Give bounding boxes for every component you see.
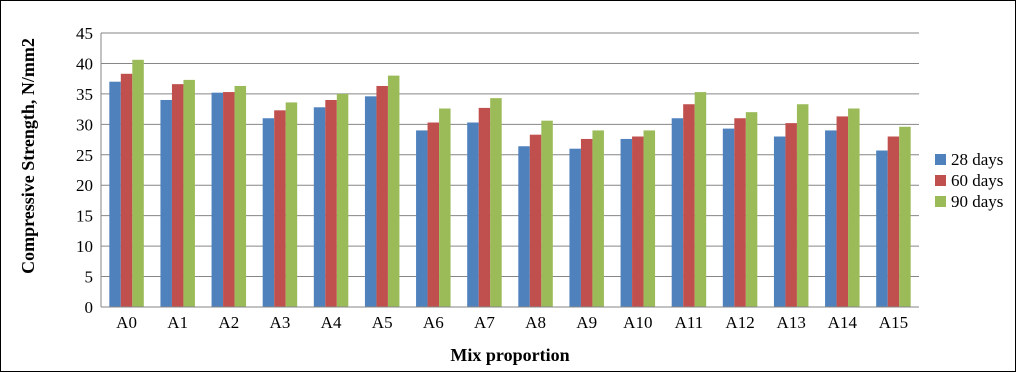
bar — [887, 136, 900, 307]
bar — [171, 84, 184, 307]
y-tick-label: 0 — [85, 298, 94, 317]
y-tick-labels: 0 5 10 15 20 25 30 35 40 45 — [76, 24, 93, 317]
bar — [785, 123, 797, 307]
bar — [694, 92, 707, 307]
y-tick-label: 35 — [76, 85, 93, 104]
bar — [836, 116, 849, 307]
bar — [223, 92, 235, 307]
bar — [313, 107, 326, 307]
x-tick-label: A4 — [321, 313, 342, 332]
y-tick-label: 10 — [76, 237, 93, 256]
x-tick-label: A2 — [218, 313, 239, 332]
bar — [541, 120, 553, 308]
bar — [376, 85, 388, 308]
bar — [325, 99, 337, 307]
legend-label: 28 days — [951, 150, 1003, 169]
x-tick-label: A5 — [372, 313, 393, 332]
bar — [825, 130, 837, 307]
legend: 28 days 60 days 90 days — [935, 150, 1003, 211]
y-tick-label: 20 — [76, 176, 93, 195]
bar — [439, 108, 451, 307]
bar — [234, 85, 247, 308]
bar — [285, 102, 298, 307]
x-tick-label: A12 — [725, 313, 754, 332]
x-tick-label: A1 — [167, 313, 188, 332]
bar — [848, 108, 860, 307]
y-tick-label: 30 — [76, 115, 93, 134]
bar — [643, 130, 656, 307]
bar — [427, 122, 440, 307]
bar — [211, 92, 224, 307]
y-axis-title: Compressive Strength, N/mm2 — [18, 38, 38, 274]
bar — [120, 73, 133, 307]
bar — [336, 93, 349, 307]
bar — [683, 104, 695, 308]
bar — [183, 79, 195, 307]
x-tick-label: A3 — [270, 313, 291, 332]
x-tick-label: A13 — [777, 313, 806, 332]
bar — [262, 118, 275, 307]
bar — [387, 75, 400, 307]
bars — [109, 59, 911, 308]
bar — [274, 110, 286, 307]
bar — [160, 99, 172, 307]
legend-swatch — [935, 175, 946, 186]
x-tick-label: A14 — [828, 313, 858, 332]
x-tick-label: A8 — [525, 313, 546, 332]
bar — [773, 136, 786, 307]
x-axis-title: Mix proportion — [450, 345, 569, 365]
x-tick-label: A6 — [423, 313, 444, 332]
legend-label: 90 days — [951, 192, 1003, 211]
bar — [529, 134, 542, 307]
x-tick-label: A9 — [576, 313, 597, 332]
y-tick-label: 25 — [76, 146, 93, 165]
bar — [876, 150, 888, 307]
y-tick-label: 40 — [76, 54, 93, 73]
x-tick-label: A11 — [675, 313, 704, 332]
x-tick-labels: A0 A1 A2 A3 A4 A5 A6 A7 A8 A9 A10 A11 A12 A13 A14 A15 — [116, 313, 908, 332]
bar — [745, 112, 758, 308]
bar — [132, 59, 144, 308]
bar — [671, 118, 684, 307]
y-tick-label: 45 — [76, 24, 93, 43]
bar — [580, 138, 593, 307]
bar — [109, 81, 121, 307]
bar — [467, 122, 479, 307]
bar — [569, 148, 581, 307]
bar — [796, 104, 809, 308]
bar — [490, 98, 502, 307]
x-tick-label: A7 — [474, 313, 495, 332]
bar — [734, 118, 746, 307]
bar — [632, 136, 644, 307]
x-tick-label: A10 — [623, 313, 652, 332]
legend-swatch — [935, 154, 946, 165]
bar — [478, 107, 491, 307]
bar — [592, 130, 604, 307]
bar — [364, 96, 377, 307]
x-tick-label: A15 — [879, 313, 908, 332]
bar — [722, 128, 735, 307]
legend-label: 60 days — [951, 171, 1003, 190]
bar — [416, 130, 428, 307]
y-tick-label: 15 — [76, 207, 93, 226]
legend-swatch — [935, 196, 946, 207]
y-tick-label: 5 — [85, 268, 94, 287]
x-tick-label: A0 — [116, 313, 137, 332]
bar — [899, 126, 911, 307]
bar — [620, 138, 633, 307]
bar — [518, 146, 530, 307]
